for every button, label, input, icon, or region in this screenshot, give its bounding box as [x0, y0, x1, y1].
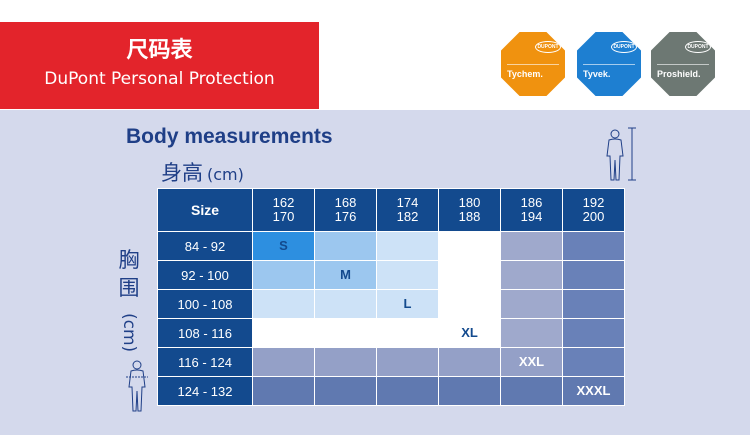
height-unit: (cm) — [207, 165, 244, 184]
size-cell — [500, 318, 563, 348]
brand-badges: DUPONT Tychem. DUPONT Tyvek. DUPONT Pros… — [501, 32, 721, 96]
size-label: XXXL — [576, 383, 611, 398]
size-cell — [314, 376, 377, 406]
chart-title: Body measurements — [126, 125, 333, 148]
size-label: XL — [461, 325, 478, 340]
size-cell: XXL — [500, 347, 563, 377]
size-label: L — [403, 296, 412, 311]
size-cell — [562, 347, 625, 377]
size-cell — [562, 318, 625, 348]
size-cell — [314, 347, 377, 377]
size-cell: XL — [438, 318, 501, 348]
tychem-badge: DUPONT Tychem. — [501, 32, 565, 96]
table-row: 100 - 108 L — [157, 289, 625, 319]
height-column-header: 186 194 — [500, 188, 563, 232]
size-cell: M — [314, 260, 377, 290]
badge-divider — [583, 64, 635, 65]
size-cell — [252, 318, 315, 348]
chest-char-2: 围 — [118, 276, 140, 300]
size-cell — [562, 260, 625, 290]
chest-range-label: 108 - 116 — [157, 318, 253, 348]
size-cell: L — [376, 289, 439, 319]
chest-unit: (cm) — [119, 313, 139, 353]
size-cell — [500, 260, 563, 290]
height-figure-icon — [606, 127, 636, 181]
size-cell — [252, 347, 315, 377]
table-row: 108 - 116 XL — [157, 318, 625, 348]
table-row: 124 - 132 XXXL — [157, 376, 625, 406]
size-cell — [376, 318, 439, 348]
chest-range-label: 100 - 108 — [157, 289, 253, 319]
height-label: 身高 (cm) — [161, 157, 244, 187]
table-row: 84 - 92 S — [157, 231, 625, 261]
size-cell — [252, 260, 315, 290]
size-cell — [314, 289, 377, 319]
size-label: XXL — [518, 354, 545, 369]
size-cell — [376, 260, 439, 290]
chest-range-label: 124 - 132 — [157, 376, 253, 406]
size-cell — [438, 347, 501, 377]
chest-char-1: 胸 — [118, 248, 140, 272]
size-cell: XXXL — [562, 376, 625, 406]
size-cell — [252, 289, 315, 319]
size-cell — [562, 289, 625, 319]
header-banner: 尺码表 DuPont Personal Protection — [0, 22, 319, 109]
page-title: 尺码表 — [126, 38, 193, 63]
size-cell — [376, 347, 439, 377]
brand-name: Tychem. — [507, 69, 543, 79]
chest-figure-icon — [126, 360, 148, 412]
chest-label: 胸 围 (cm) — [114, 246, 144, 353]
table-row: 116 - 124 XXL — [157, 347, 625, 377]
size-cell: S — [252, 231, 315, 261]
size-table: Size 162 170 168 176 174 182 180 188 186 194 … — [157, 188, 625, 406]
size-cell — [500, 376, 563, 406]
height-column-header: 192 200 — [562, 188, 625, 232]
brand-name: Proshield. — [657, 69, 701, 79]
dupont-oval-logo: DUPONT — [535, 41, 561, 53]
dupont-oval-logo: DUPONT — [685, 41, 711, 53]
size-cell — [376, 231, 439, 261]
size-cell — [500, 289, 563, 319]
size-label: M — [340, 267, 351, 282]
height-column-header: 174 182 — [376, 188, 439, 232]
page-subtitle: DuPont Personal Protection — [44, 69, 275, 89]
badge-divider — [507, 64, 559, 65]
dupont-oval-logo: DUPONT — [611, 41, 637, 53]
height-label-text: 身高 — [161, 161, 203, 185]
size-cell — [438, 260, 501, 290]
chest-range-label: 116 - 124 — [157, 347, 253, 377]
chest-range-label: 84 - 92 — [157, 231, 253, 261]
size-cell — [500, 231, 563, 261]
brand-name: Tyvek. — [583, 69, 611, 79]
size-cell — [438, 376, 501, 406]
table-header-row: Size 162 170 168 176 174 182 180 188 186 194 … — [157, 188, 625, 232]
size-cell — [438, 289, 501, 319]
chest-range-label: 92 - 100 — [157, 260, 253, 290]
height-column-header: 168 176 — [314, 188, 377, 232]
size-cell — [376, 376, 439, 406]
badge-divider — [657, 64, 709, 65]
size-cell — [314, 318, 377, 348]
proshield-badge: DUPONT Proshield. — [651, 32, 715, 96]
size-corner-header: Size — [157, 188, 253, 232]
tyvek-badge: DUPONT Tyvek. — [577, 32, 641, 96]
table-row: 92 - 100 M — [157, 260, 625, 290]
size-cell — [314, 231, 377, 261]
size-cell — [562, 231, 625, 261]
height-column-header: 180 188 — [438, 188, 501, 232]
size-cell — [438, 231, 501, 261]
size-cell — [252, 376, 315, 406]
size-label: S — [279, 238, 288, 253]
height-column-header: 162 170 — [252, 188, 315, 232]
